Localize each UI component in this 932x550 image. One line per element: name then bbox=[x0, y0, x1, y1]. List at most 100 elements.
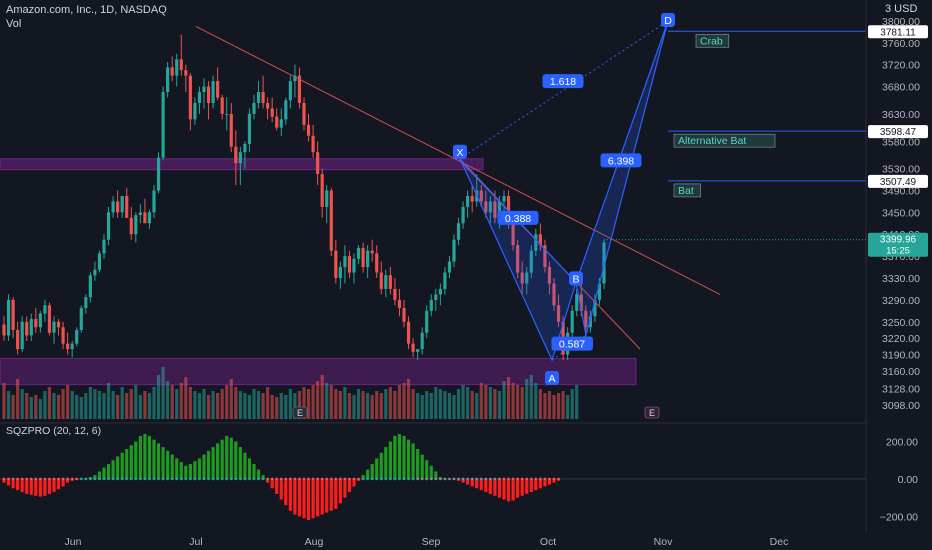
candle-body bbox=[502, 195, 506, 202]
time-tick-label: Oct bbox=[540, 536, 556, 548]
currency-label[interactable]: 3 USD bbox=[885, 3, 918, 15]
momentum-bar bbox=[388, 441, 392, 479]
volume-bar bbox=[252, 389, 256, 419]
candle-body bbox=[25, 321, 29, 336]
candle-body bbox=[75, 329, 79, 344]
volume-bar bbox=[270, 395, 274, 419]
candle-body bbox=[479, 190, 483, 202]
momentum-bar bbox=[375, 458, 379, 479]
volume-bar bbox=[552, 395, 556, 419]
momentum-bar bbox=[6, 478, 11, 486]
momentum-bar bbox=[38, 478, 42, 497]
candle-body bbox=[470, 195, 474, 202]
squeeze-dot bbox=[493, 477, 497, 481]
time-tick-label: Aug bbox=[305, 536, 324, 548]
candle-body bbox=[447, 261, 452, 273]
candle-body bbox=[211, 81, 215, 103]
momentum-bar bbox=[329, 478, 333, 511]
candle-body bbox=[161, 92, 165, 158]
volume-bar bbox=[334, 389, 338, 419]
squeeze-dot bbox=[134, 477, 138, 481]
volume-bar bbox=[93, 389, 97, 419]
bat-level-price-bg bbox=[868, 174, 928, 188]
candle-body bbox=[438, 288, 442, 295]
pattern-bcd bbox=[575, 20, 669, 336]
price-tick-label: 3220.00 bbox=[882, 333, 920, 345]
volume-bar bbox=[343, 387, 347, 419]
squeeze-dot bbox=[498, 477, 501, 481]
momentum-bar bbox=[393, 435, 397, 479]
momentum-bar bbox=[402, 435, 406, 479]
squeeze-dot bbox=[357, 477, 360, 481]
squeeze-dot bbox=[170, 477, 174, 481]
momentum-bar bbox=[125, 448, 129, 479]
candle-body bbox=[175, 59, 179, 76]
candle-body bbox=[334, 250, 338, 278]
volume-bar bbox=[388, 387, 392, 419]
earnings-badge: E bbox=[297, 408, 303, 418]
candle-body bbox=[202, 86, 206, 93]
candle-body bbox=[79, 308, 83, 330]
momentum-bar bbox=[502, 478, 506, 500]
candle-body bbox=[111, 201, 115, 213]
bat-level-price: 3507.49 bbox=[880, 177, 917, 188]
candle-body bbox=[152, 190, 156, 213]
squeeze-dot bbox=[89, 477, 92, 481]
momentum-bar bbox=[102, 467, 106, 479]
volume-bar bbox=[293, 393, 297, 419]
candle-body bbox=[429, 299, 433, 311]
volume-bar bbox=[356, 389, 361, 419]
momentum-bar bbox=[297, 478, 302, 517]
pattern-bd-ratio-line bbox=[575, 20, 669, 283]
volume-bar bbox=[297, 391, 302, 419]
candle-body bbox=[143, 212, 147, 224]
volume-bar bbox=[111, 391, 115, 419]
volume-bar bbox=[484, 385, 488, 419]
volume-bar bbox=[166, 381, 170, 419]
momentum-bar bbox=[479, 478, 483, 491]
volume-bar bbox=[325, 383, 329, 419]
squeeze-dot bbox=[152, 477, 156, 481]
volume-legend[interactable]: Vol bbox=[6, 18, 22, 30]
volume-bar bbox=[575, 385, 579, 419]
momentum-bar bbox=[52, 478, 56, 493]
momentum-bar bbox=[66, 478, 70, 483]
volume-bar bbox=[347, 393, 352, 419]
squeeze-dot bbox=[111, 477, 115, 481]
volume-bar bbox=[438, 389, 442, 419]
volume-bar bbox=[161, 367, 165, 419]
squeeze-dot bbox=[325, 477, 329, 481]
candle-body bbox=[420, 332, 424, 350]
squeeze-dot bbox=[184, 477, 188, 481]
volume-bar bbox=[152, 387, 156, 419]
candle-body bbox=[120, 195, 124, 213]
squeeze-dot bbox=[557, 477, 560, 481]
candle-body bbox=[270, 108, 274, 117]
candle-body bbox=[597, 283, 602, 300]
volume-bar bbox=[225, 385, 229, 419]
volume-bar bbox=[6, 391, 11, 419]
squeeze-dot bbox=[202, 477, 206, 481]
momentum-bar bbox=[2, 478, 6, 483]
volume-bar bbox=[338, 391, 342, 419]
squeeze-dot bbox=[479, 477, 483, 481]
time-axis-band bbox=[0, 532, 932, 550]
ratio-xb-label: 0.388 bbox=[505, 213, 531, 225]
squeeze-dot bbox=[548, 477, 551, 481]
symbol-title[interactable]: Amazon.com, Inc., 1D, NASDAQ bbox=[6, 4, 167, 16]
candle-body bbox=[166, 67, 170, 93]
candle-body bbox=[66, 343, 70, 350]
momentum-bar bbox=[116, 456, 120, 479]
momentum-bar bbox=[516, 478, 520, 498]
candle-body bbox=[602, 242, 606, 284]
squeeze-dot bbox=[252, 477, 256, 481]
volume-bar bbox=[506, 377, 511, 419]
squeeze-dot bbox=[389, 477, 392, 481]
volume-bar bbox=[61, 389, 65, 419]
candle-body bbox=[402, 308, 406, 322]
momentum-bar bbox=[279, 478, 283, 500]
momentum-bar bbox=[129, 445, 133, 479]
momentum-bar bbox=[534, 478, 538, 491]
momentum-bar bbox=[338, 478, 342, 504]
